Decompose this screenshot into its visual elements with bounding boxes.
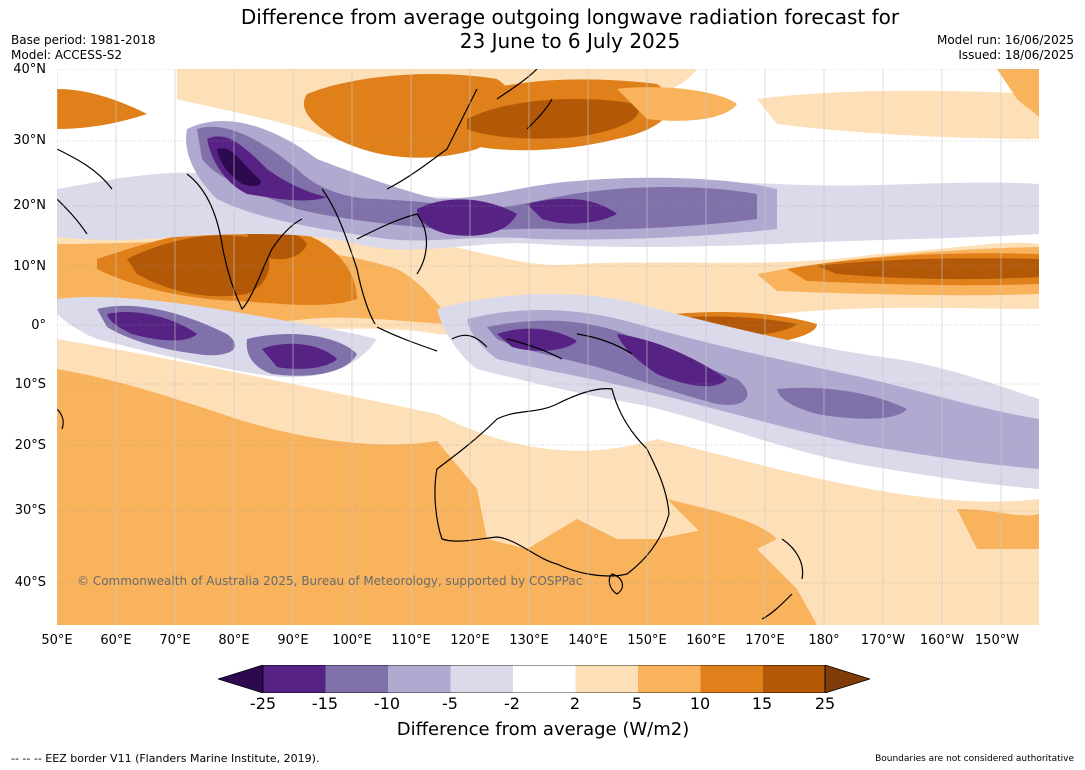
title-line-1: Difference from average outgoing longwav…: [240, 5, 900, 29]
base-info: Base period: 1981-2018 Model: ACCESS-S2: [11, 33, 156, 63]
base-period: Base period: 1981-2018: [11, 33, 156, 47]
legend-swatch-minus-10-to-minus-5: [388, 665, 451, 693]
map-canvas: [57, 69, 1039, 625]
lon-label-50e: 50°E: [41, 633, 73, 648]
lon-label-130e: 130°E: [509, 633, 549, 648]
lon-label-140e: 140°E: [568, 633, 608, 648]
legend-tick-label: -5: [442, 694, 458, 713]
lat-label-40n: 40°N: [13, 62, 46, 77]
lon-label-120e: 120°E: [450, 633, 490, 648]
lon-label-60e: 60°E: [100, 633, 132, 648]
legend-tick-label: -2: [504, 694, 520, 713]
boundary-disclaimer: Boundaries are not considered authoritat…: [875, 754, 1074, 764]
lat-label-0: 0°: [31, 318, 46, 333]
legend-swatch-minus-5-to-minus-2: [450, 665, 513, 693]
lat-label-10n: 10°N: [13, 259, 46, 274]
lon-label-80e: 80°E: [218, 633, 250, 648]
meridians: [57, 69, 1002, 625]
lon-label-160e: 160°E: [686, 633, 726, 648]
issue-date: Issued: 18/06/2025: [958, 48, 1074, 62]
legend-tick-label: 25: [814, 694, 836, 713]
color-legend: [216, 664, 872, 694]
colorbar: [216, 664, 872, 694]
eez-border-note: -- -- -- EEZ border V11 (Flanders Marine…: [11, 752, 320, 765]
positive-anomaly-layer: [57, 69, 1039, 625]
legend-swatch-minus-2-to-2: [513, 665, 576, 693]
lon-label-110e: 110°E: [391, 633, 431, 648]
legend-tick-label: -10: [373, 694, 401, 713]
lat-label-30s: 30°S: [14, 503, 46, 518]
legend-swatch-above-25: [824, 664, 872, 694]
lon-label-150w: 150°W: [974, 633, 1020, 648]
lat-label-10s: 10°S: [14, 377, 46, 392]
olr-anomaly-map: [57, 69, 1039, 625]
lon-label-100e: 100°E: [332, 633, 372, 648]
legend-tick-label: -25: [249, 694, 277, 713]
lat-label-30n: 30°N: [13, 133, 46, 148]
lon-label-150e: 150°E: [627, 633, 667, 648]
lon-label-170w: 170°W: [860, 633, 906, 648]
legend-swatch-2-to-5: [575, 665, 638, 693]
model-name: Model: ACCESS-S2: [11, 48, 123, 62]
lat-label-20s: 20°S: [14, 438, 46, 453]
lon-label-170e: 170°E: [745, 633, 785, 648]
legend-swatch-minus-15-to-minus-10: [325, 665, 388, 693]
copyright-notice: © Commonwealth of Australia 2025, Bureau…: [77, 574, 583, 588]
legend-swatch-below-minus-25: [216, 664, 264, 694]
lon-label-90e: 90°E: [277, 633, 309, 648]
negative-anomaly-layer: [57, 120, 1039, 489]
legend-title: Difference from average (W/m2): [396, 719, 690, 740]
legend-swatch-10-to-15: [700, 665, 763, 693]
model-run: Model run: 16/06/2025: [936, 33, 1074, 47]
legend-tick-label: 5: [631, 694, 643, 713]
lon-label-160w: 160°W: [919, 633, 965, 648]
legend-tick-label: -15: [311, 694, 339, 713]
lat-label-40s: 40°S: [14, 575, 46, 590]
lon-label-70e: 70°E: [159, 633, 191, 648]
land-outlines: [57, 69, 804, 620]
legend-swatch-minus-25-to-minus-15: [263, 665, 326, 693]
legend-swatch-5-to-10: [638, 665, 701, 693]
lat-label-20n: 20°N: [13, 198, 46, 213]
legend-swatch-15-to-25: [763, 665, 825, 693]
map-title: Difference from average outgoing longwav…: [0, 5, 1085, 53]
legend-tick-label: 10: [689, 694, 711, 713]
run-info: Model run: 16/06/2025 Issued: 18/06/2025: [937, 33, 1074, 63]
title-line-2: 23 June to 6 July 2025: [459, 29, 681, 53]
legend-tick-label: 15: [751, 694, 773, 713]
legend-tick-label: 2: [569, 694, 581, 713]
lon-label-180: 180°: [808, 633, 840, 648]
